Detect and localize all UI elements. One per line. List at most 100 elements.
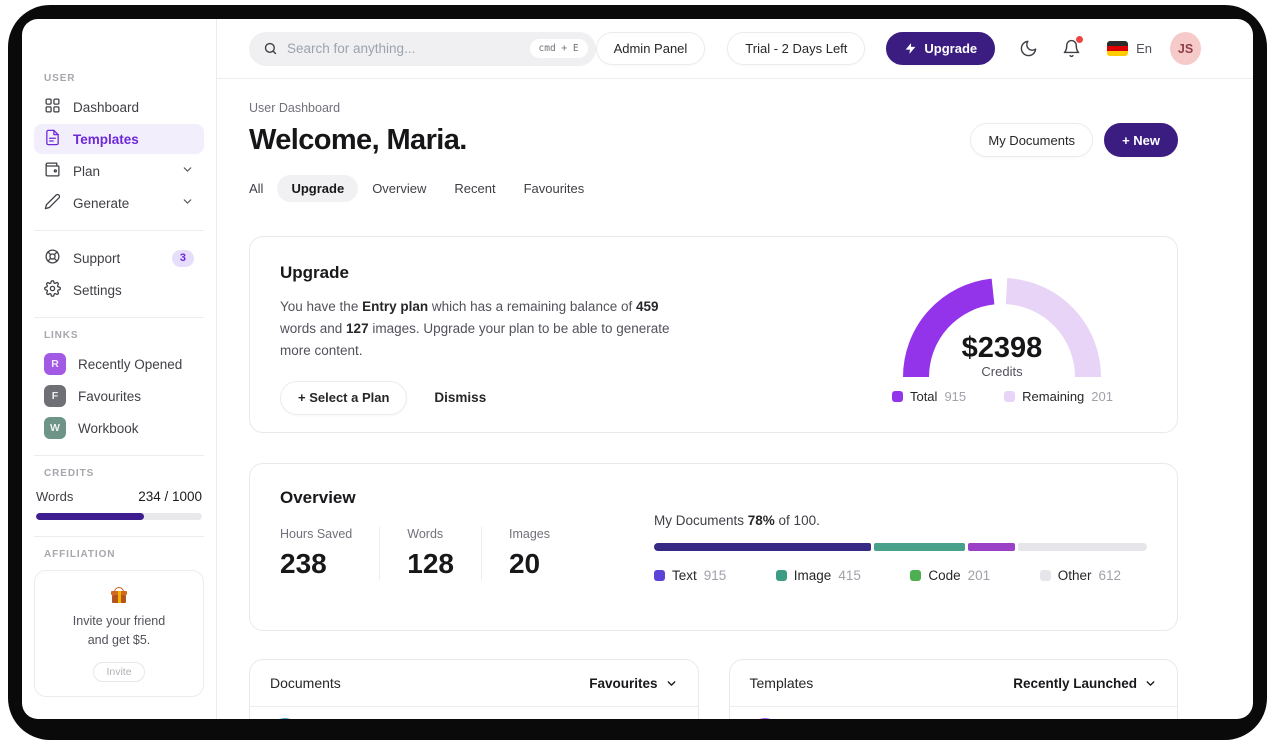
- link-letter-avatar: R: [44, 353, 66, 375]
- credits-gauge: $2398 Credits Total 915 Remaining: [891, 263, 1113, 406]
- notifications-button[interactable]: [1062, 36, 1084, 58]
- chevron-down-icon: [181, 163, 194, 179]
- credits-type-label: Words: [36, 489, 74, 504]
- stat-hours-saved: Hours Saved 238: [280, 527, 381, 580]
- invite-button[interactable]: Invite: [93, 661, 145, 682]
- sidebar-divider: [34, 536, 204, 537]
- template-list-item[interactable]: Blog Post Title in Workbook: [730, 707, 1178, 719]
- chevron-down-icon: [181, 195, 194, 211]
- sidebar-link-label: Workbook: [78, 420, 139, 436]
- upgrade-card-title: Upgrade: [280, 263, 349, 282]
- documents-card-title: Documents: [270, 675, 341, 691]
- pencil-icon: [44, 193, 61, 213]
- sidebar-item-templates[interactable]: Templates: [34, 124, 204, 154]
- affiliation-card: Invite your friend and get $5. Invite: [34, 570, 204, 697]
- sidebar-item-settings[interactable]: Settings: [34, 275, 204, 305]
- support-badge: 3: [171, 249, 194, 267]
- grid-icon: [44, 97, 61, 117]
- sidebar-item-dashboard[interactable]: Dashboard: [34, 92, 204, 122]
- admin-panel-button[interactable]: Admin Panel: [595, 32, 706, 65]
- topbar: cmd + E Admin Panel Trial - 2 Days Left …: [217, 19, 1253, 79]
- affiliation-section-label: AFFILIATION: [44, 549, 116, 560]
- templates-card-title: Templates: [749, 675, 814, 691]
- progress-segment-text: [653, 543, 871, 551]
- breadcrumb: User Dashboard: [249, 101, 341, 115]
- affiliation-text: Invite your friend and get $5.: [72, 614, 166, 647]
- legend-item-text: Text 915: [653, 568, 726, 583]
- gift-icon: [111, 587, 127, 603]
- sidebar-item-generate[interactable]: Generate: [34, 188, 204, 218]
- dark-mode-toggle[interactable]: [1019, 39, 1038, 58]
- progress-segment-image: [873, 543, 966, 551]
- gauge-chart: $2398 Credits: [903, 278, 1102, 379]
- templates-card: Templates Recently Launched Blog Post Ti…: [728, 659, 1178, 719]
- page-content: User Dashboard Welcome, Maria. My Docume…: [217, 79, 1253, 719]
- sidebar-divider: [34, 230, 204, 231]
- gear-icon: [44, 280, 61, 300]
- overview-stats-block: Overview Hours Saved 238 Words 128: [280, 488, 604, 606]
- gauge-legend: Total 915 Remaining 201: [891, 389, 1113, 404]
- credits-value: 234 / 1000: [138, 489, 202, 504]
- dismiss-button[interactable]: Dismiss: [434, 390, 487, 406]
- sidebar-divider: [34, 455, 204, 456]
- legend-swatch: [1039, 570, 1051, 581]
- overview-card: Overview Hours Saved 238 Words 128: [249, 463, 1178, 631]
- stat-words: Words 128: [407, 527, 482, 580]
- upgrade-button[interactable]: Upgrade: [886, 32, 996, 65]
- wallet-icon: [44, 161, 61, 181]
- upgrade-card: Upgrade You have the Entry plan which ha…: [249, 236, 1178, 433]
- sidebar-link-label: Favourites: [78, 388, 142, 404]
- tab-recent[interactable]: Recent: [454, 181, 496, 196]
- chevron-down-icon: [1146, 680, 1155, 686]
- document-list-item[interactable]: Untitled Document in Workbook: [250, 707, 698, 719]
- select-plan-button[interactable]: + Select a Plan: [280, 380, 408, 415]
- tab-all[interactable]: All: [249, 181, 264, 196]
- language-label: En: [1136, 41, 1153, 56]
- legend-item-remaining: Remaining 201: [1004, 389, 1113, 404]
- user-avatar[interactable]: JS: [1170, 32, 1201, 65]
- documents-card: Documents Favourites Untitled Document i…: [249, 659, 699, 719]
- legend-item-code: Code 201: [910, 568, 990, 583]
- trial-status-button[interactable]: Trial - 2 Days Left: [727, 32, 866, 65]
- search-bar[interactable]: cmd + E: [249, 31, 596, 66]
- credits-section-label: CREDITS: [44, 468, 95, 479]
- legend-swatch: [653, 570, 665, 581]
- legend-item-other: Other 612: [1039, 568, 1121, 583]
- sidebar-item-plan[interactable]: Plan: [34, 156, 204, 186]
- credits-usage: Words 234 / 1000: [34, 489, 204, 504]
- sidebar-item-support[interactable]: Support 3: [34, 243, 204, 273]
- language-selector[interactable]: En: [1107, 41, 1152, 56]
- chevron-down-icon: [667, 680, 675, 686]
- my-documents-button[interactable]: My Documents: [970, 123, 1094, 157]
- life-buoy-icon: [44, 248, 61, 268]
- stacked-progress-bar: [653, 543, 1147, 551]
- legend-swatch: [910, 570, 922, 581]
- link-letter-avatar: F: [44, 385, 66, 407]
- upgrade-card-left: Upgrade You have the Entry plan which ha…: [280, 263, 685, 415]
- tab-favourites[interactable]: Favourites: [523, 181, 585, 196]
- device-frame: USER Dashboard Templates Plan: [8, 5, 1267, 740]
- sidebar-item-label: Plan: [73, 163, 101, 179]
- tab-overview[interactable]: Overview: [372, 181, 427, 196]
- sidebar-item-label: Support: [73, 250, 121, 266]
- new-button[interactable]: + New: [1104, 123, 1178, 157]
- progress-segment-other: [1017, 543, 1147, 551]
- progress-legend: Text 915 Image 415 Code 20: [653, 568, 1147, 583]
- upgrade-card-body: You have the Entry plan which has a rema…: [280, 299, 670, 358]
- sidebar-divider: [34, 317, 204, 318]
- documents-filter-dropdown[interactable]: Favourites: [589, 676, 677, 691]
- sidebar-link-favourites[interactable]: F Favourites: [34, 381, 204, 411]
- legend-swatch: [775, 570, 787, 581]
- overview-card-title: Overview: [280, 488, 356, 507]
- templates-filter-dropdown[interactable]: Recently Launched: [1013, 676, 1157, 691]
- sidebar-link-workbook[interactable]: W Workbook: [34, 413, 204, 443]
- sidebar-item-label: Generate: [73, 195, 130, 211]
- sidebar: USER Dashboard Templates Plan: [22, 19, 217, 719]
- sidebar-item-label: Settings: [73, 282, 122, 298]
- template-avatar: [749, 718, 780, 719]
- tab-upgrade[interactable]: Upgrade: [277, 175, 359, 202]
- sidebar-link-recently-opened[interactable]: R Recently Opened: [34, 349, 204, 379]
- moon-icon: [1020, 40, 1037, 57]
- links-section-label: LINKS: [44, 330, 79, 341]
- search-input[interactable]: [287, 41, 521, 56]
